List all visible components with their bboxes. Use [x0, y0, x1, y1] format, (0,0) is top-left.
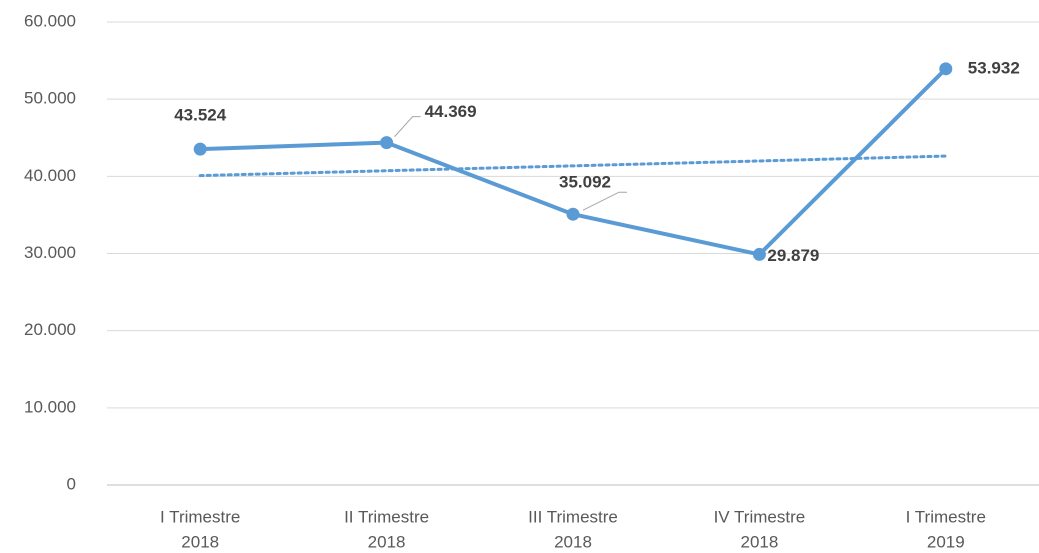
trendline — [198, 154, 948, 178]
y-tick-label: 0 — [67, 474, 76, 493]
point — [939, 62, 953, 76]
data-label: 43.524 — [174, 106, 227, 125]
x-tick-label: 2018 — [740, 532, 778, 551]
point — [752, 247, 766, 261]
y-tick-label: 10.000 — [24, 397, 76, 416]
x-tick-label: IV Trimestre — [714, 507, 806, 526]
y-tick-label: 20.000 — [24, 320, 76, 339]
leader-line — [394, 116, 421, 137]
x-tick-label: I Trimestre — [160, 507, 240, 526]
x-tick-label: III Trimestre — [528, 507, 618, 526]
x-tick-label: I Trimestre — [906, 507, 986, 526]
data-label: 35.092 — [559, 173, 611, 192]
x-tick-label: 2019 — [927, 532, 965, 551]
data-label: 44.369 — [425, 102, 477, 121]
point — [193, 142, 207, 156]
y-tick-label: 40.000 — [24, 166, 76, 185]
x-tick-label: II Trimestre — [344, 507, 429, 526]
series-line — [200, 67, 948, 257]
x-tick-label: 2018 — [554, 532, 592, 551]
data-label: 29.879 — [767, 246, 819, 265]
point — [566, 207, 580, 221]
point — [380, 136, 394, 150]
x-tick-label: 2018 — [181, 532, 219, 551]
leader-line — [582, 191, 627, 211]
y-tick-label: 60.000 — [24, 11, 76, 30]
x-tick-label: 2018 — [368, 532, 406, 551]
y-tick-label: 30.000 — [24, 243, 76, 262]
data-label: 53.932 — [968, 58, 1020, 77]
y-tick-label: 50.000 — [24, 89, 76, 108]
